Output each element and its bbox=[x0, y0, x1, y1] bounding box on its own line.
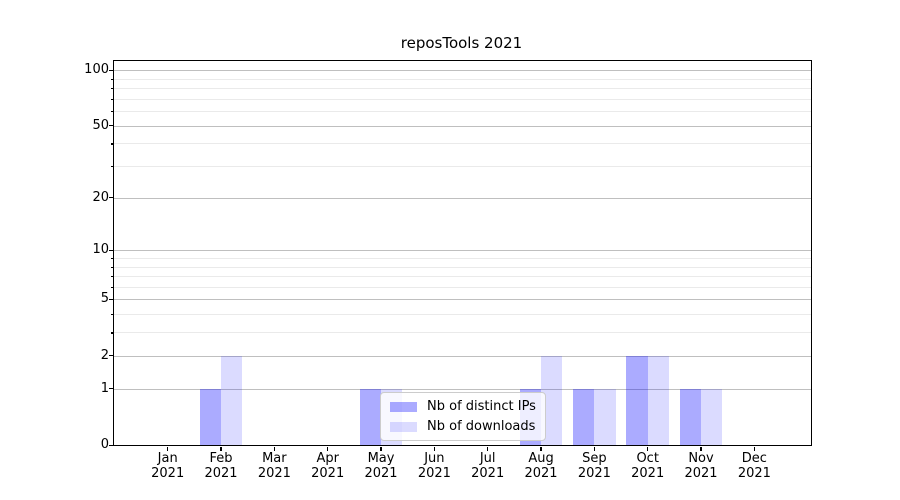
legend-item-distinct-ips: Nb of distinct IPs bbox=[390, 398, 536, 415]
x-tick-label: Sep 2021 bbox=[577, 451, 611, 481]
x-tick bbox=[540, 446, 542, 451]
x-tick bbox=[433, 446, 435, 451]
gridline-minor bbox=[114, 276, 811, 278]
x-tick bbox=[220, 446, 222, 451]
y-minor-tick bbox=[110, 78, 113, 80]
x-tick-label: Jun 2021 bbox=[417, 451, 451, 481]
legend: Nb of distinct IPs Nb of downloads bbox=[380, 392, 546, 441]
y-tick bbox=[109, 388, 113, 390]
y-tick-label: 5 bbox=[100, 291, 109, 307]
x-tick-label: Jan 2021 bbox=[151, 451, 185, 481]
y-minor-tick bbox=[110, 166, 113, 168]
y-tick bbox=[109, 69, 113, 71]
x-tick bbox=[593, 446, 595, 451]
legend-swatch-downloads bbox=[390, 421, 417, 432]
y-tick-label: 20 bbox=[92, 189, 109, 205]
y-tick-label: 2 bbox=[100, 347, 109, 363]
gridline-minor bbox=[114, 332, 811, 334]
x-tick bbox=[327, 446, 329, 451]
x-tick-label: Aug 2021 bbox=[524, 451, 558, 481]
bar-distinct-ips bbox=[679, 388, 702, 445]
gridline-minor bbox=[114, 78, 811, 80]
x-tick-label: Dec 2021 bbox=[737, 451, 771, 481]
x-tick bbox=[167, 446, 169, 451]
bar-distinct-ips bbox=[573, 388, 595, 445]
x-tick bbox=[647, 446, 649, 451]
gridline-minor bbox=[114, 257, 811, 259]
gridline-minor bbox=[114, 143, 811, 145]
y-minor-tick bbox=[110, 332, 113, 334]
x-tick bbox=[380, 446, 382, 451]
gridline-major bbox=[114, 250, 811, 252]
x-tick-label: Apr 2021 bbox=[311, 451, 345, 481]
gridline-minor bbox=[114, 314, 811, 316]
x-tick bbox=[487, 446, 489, 451]
gridline-minor bbox=[114, 88, 811, 90]
y-tick bbox=[109, 355, 113, 357]
y-tick-label: 10 bbox=[92, 242, 109, 258]
x-tick-label: May 2021 bbox=[364, 451, 398, 481]
bar-distinct-ips bbox=[359, 388, 382, 445]
gridline-major bbox=[114, 125, 811, 127]
y-minor-tick bbox=[110, 266, 113, 268]
gridline-minor bbox=[114, 286, 811, 288]
chart-title: reposTools 2021 bbox=[400, 34, 523, 52]
gridline-major bbox=[114, 355, 811, 357]
y-tick bbox=[109, 197, 113, 199]
gridline-minor bbox=[114, 98, 811, 100]
x-tick bbox=[273, 446, 275, 451]
gridline-major bbox=[114, 197, 811, 199]
y-minor-tick bbox=[110, 88, 113, 90]
bar-downloads bbox=[594, 388, 616, 445]
bar-downloads bbox=[647, 355, 669, 445]
y-minor-tick bbox=[110, 257, 113, 260]
y-minor-tick bbox=[110, 111, 113, 113]
x-tick-label: Oct 2021 bbox=[631, 451, 665, 481]
y-tick bbox=[109, 249, 113, 251]
y-tick bbox=[109, 444, 113, 446]
x-tick bbox=[753, 446, 755, 451]
x-tick bbox=[700, 446, 702, 451]
gridline-major bbox=[114, 70, 811, 72]
y-tick bbox=[109, 125, 113, 127]
legend-label-distinct-ips: Nb of distinct IPs bbox=[427, 399, 536, 414]
gridline-major bbox=[114, 299, 811, 301]
plot-area: Nb of distinct IPs Nb of downloads 0 1 2 5 1… bbox=[84, 60, 812, 481]
legend-item-downloads: Nb of downloads bbox=[390, 418, 536, 435]
x-tick-label: Mar 2021 bbox=[257, 451, 291, 481]
y-minor-tick bbox=[110, 286, 113, 289]
bar-downloads bbox=[221, 355, 243, 445]
y-tick-label: 50 bbox=[92, 117, 109, 133]
legend-swatch-distinct-ips bbox=[390, 401, 417, 412]
y-minor-tick bbox=[110, 98, 113, 100]
y-tick-label: 0 bbox=[100, 437, 109, 452]
x-tick-label: Nov 2021 bbox=[684, 451, 718, 481]
legend-label-downloads: Nb of downloads bbox=[427, 419, 536, 434]
x-tick-label: Jul 2021 bbox=[471, 451, 505, 481]
y-minor-tick bbox=[110, 143, 113, 145]
y-minor-tick bbox=[110, 314, 113, 316]
y-tick-label: 1 bbox=[100, 380, 109, 396]
bar-distinct-ips bbox=[626, 355, 648, 445]
gridline-major bbox=[114, 388, 811, 390]
y-tick-label: 100 bbox=[84, 62, 109, 78]
y-tick bbox=[109, 298, 113, 301]
gridline-minor bbox=[114, 111, 811, 113]
bar-downloads bbox=[701, 388, 723, 445]
gridline-minor bbox=[114, 166, 811, 168]
gridline-minor bbox=[114, 266, 811, 268]
x-tick-label: Feb 2021 bbox=[204, 451, 238, 481]
y-minor-tick bbox=[110, 276, 113, 278]
bar-distinct-ips bbox=[199, 388, 222, 445]
bar-downloads bbox=[541, 355, 563, 445]
